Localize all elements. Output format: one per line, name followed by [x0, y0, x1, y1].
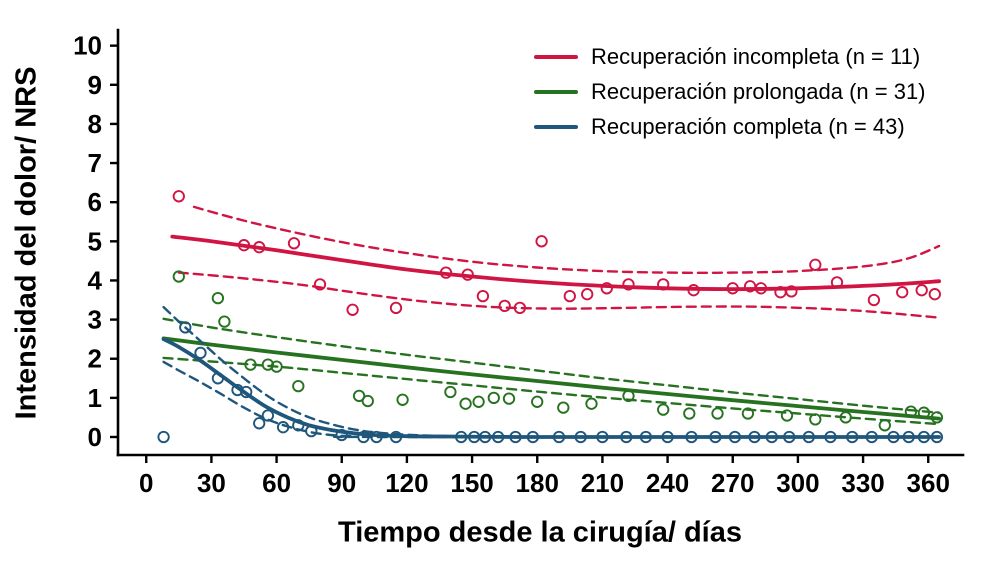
x-tick-label: 300: [776, 468, 819, 498]
y-tick-label: 3: [88, 305, 102, 335]
y-axis-label: Intensidad del dolor/ NRS: [10, 66, 43, 420]
y-tick-label: 0: [88, 422, 102, 452]
series-incompleta-ci-lower: [177, 271, 941, 319]
y-tick-label: 4: [88, 265, 103, 295]
legend-label: Recuperación prolongada (n = 31): [591, 79, 926, 104]
x-tick-label: 180: [516, 468, 559, 498]
x-tick-label: 240: [646, 468, 689, 498]
x-tick-label: 60: [262, 468, 291, 498]
tick-labels: 0 30 60 90 120 150 180 210 240 270 300 330 360 0 1 2 3 4 5…: [73, 31, 950, 499]
x-tick-label: 120: [385, 468, 428, 498]
series-prolongada-points: [172, 270, 944, 432]
series-completa-points: [157, 321, 944, 444]
y-tick-label: 5: [88, 226, 102, 256]
y-tick-label: 9: [88, 70, 102, 100]
series-prolongada-ci-upper: [162, 317, 941, 414]
x-tick-label: 360: [907, 468, 950, 498]
legend-item-incompleta: Recuperación incompleta (n = 11): [534, 44, 926, 70]
legend-item-prolongada: Recuperación prolongada (n = 31): [534, 79, 926, 105]
legend-swatch: [534, 90, 578, 94]
series-incompleta-ci-upper: [192, 205, 941, 275]
legend-item-completa: Recuperación completa (n = 43): [534, 114, 926, 140]
x-tick-label: 270: [711, 468, 754, 498]
y-tick-label: 6: [88, 187, 102, 217]
x-tick-label: 0: [139, 468, 153, 498]
legend-swatch: [534, 125, 578, 129]
legend-label: Recuperación incompleta (n = 11): [591, 44, 921, 69]
x-tick-label: 330: [841, 468, 884, 498]
x-tick-label: 150: [450, 468, 493, 498]
x-tick-label: 90: [327, 468, 356, 498]
ticks: [110, 44, 930, 463]
x-tick-label: 210: [581, 468, 624, 498]
y-tick-label: 7: [88, 148, 102, 178]
y-tick-label: 1: [88, 383, 102, 413]
series-prolongada-ci-lower: [162, 356, 941, 426]
legend: Recuperación incompleta (n = 11) Recuper…: [534, 44, 926, 140]
series-incompleta-fit: [170, 234, 941, 292]
y-tick-label: 8: [88, 109, 102, 139]
legend-label: Recuperación completa (n = 43): [591, 114, 905, 139]
legend-swatch: [534, 55, 578, 59]
x-tick-label: 30: [197, 468, 226, 498]
x-axis-label: Tiempo desde la cirugía/ días: [338, 516, 742, 549]
y-tick-label: 2: [88, 344, 102, 374]
series-incompleta-points: [172, 190, 941, 316]
y-tick-label: 10: [73, 31, 102, 61]
series-prolongada-fit: [161, 336, 941, 421]
